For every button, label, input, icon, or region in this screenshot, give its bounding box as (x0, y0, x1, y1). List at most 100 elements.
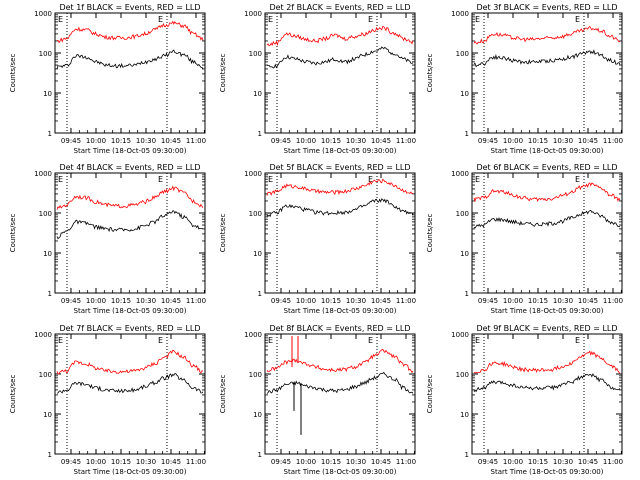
chart-title: Det 7f BLACK = Events, RED = LLD (59, 324, 200, 333)
y-tick-label: 100 (39, 371, 52, 379)
x-tick-label: 10:30 (136, 297, 156, 305)
x-tick-label: 10:00 (503, 137, 523, 145)
series-line-lld (473, 350, 621, 374)
series-line-lld (473, 182, 621, 203)
x-tick-label: 10:15 (528, 297, 548, 305)
event-marker-label: E (475, 15, 480, 24)
plot-frame (471, 12, 623, 134)
x-tick-label: 10:30 (346, 137, 366, 145)
chart-panel-6: Det 6f BLACK = Events, RED = LLD Counts/s… (426, 163, 623, 315)
x-tick-label: 11:00 (396, 458, 416, 466)
x-tick-label: 11:00 (186, 458, 206, 466)
x-tick-label: 09:45 (478, 137, 498, 145)
chart-panel-7: Det 7f BLACK = Events, RED = LLD Counts/s… (9, 324, 206, 476)
x-tick-label: 10:00 (296, 458, 316, 466)
y-tick-label: 1 (48, 451, 52, 459)
y-tick-label: 100 (39, 50, 52, 58)
y-tick-label: 100 (456, 210, 469, 218)
x-tick-label: 09:45 (271, 137, 291, 145)
x-tick-label: 10:15 (321, 137, 341, 145)
series-line-events (266, 371, 414, 394)
x-tick-label: 11:00 (186, 297, 206, 305)
event-marker-label: E (58, 336, 63, 345)
y-axis-label: Counts/sec (426, 214, 434, 253)
chart-title: Det 4f BLACK = Events, RED = LLD (59, 163, 200, 172)
series-line-lld (266, 178, 414, 196)
y-axis-label: Counts/sec (426, 375, 434, 414)
series-line-events (473, 49, 621, 68)
x-tick-label: 11:00 (186, 137, 206, 145)
series-line-events (473, 209, 621, 229)
chart-panel-8: Det 8f BLACK = Events, RED = LLD Counts/s… (219, 324, 416, 476)
y-tick-label: 10 (460, 250, 469, 258)
y-tick-label: 1000 (451, 331, 469, 339)
x-axis-label: Start Time (18-Oct-05 09:30:00) (491, 147, 604, 155)
y-tick-label: 10 (43, 250, 52, 258)
event-marker-label: E (268, 175, 273, 184)
series-line-lld (56, 20, 204, 44)
x-tick-label: 10:15 (111, 137, 131, 145)
event-marker-label: E (268, 15, 273, 24)
x-tick-label: 10:00 (296, 137, 316, 145)
y-axis-label: Counts/sec (9, 375, 17, 414)
event-marker-label: E (268, 336, 273, 345)
x-tick-label: 10:45 (578, 458, 598, 466)
series-line-events (56, 373, 204, 394)
x-tick-label: 10:15 (321, 458, 341, 466)
x-tick-label: 10:45 (371, 297, 391, 305)
series-line-events (56, 49, 204, 70)
x-tick-label: 10:00 (503, 297, 523, 305)
event-marker-label: E (368, 175, 373, 184)
event-marker-label: E (368, 336, 373, 345)
x-tick-label: 10:45 (371, 137, 391, 145)
x-tick-label: 10:15 (528, 458, 548, 466)
x-axis-label: Start Time (18-Oct-05 09:30:00) (74, 147, 187, 155)
event-marker-label: E (58, 15, 63, 24)
series-line-events (266, 46, 414, 69)
x-tick-label: 10:15 (321, 297, 341, 305)
event-marker-label: E (575, 175, 580, 184)
x-tick-label: 10:45 (578, 137, 598, 145)
x-tick-label: 09:45 (478, 458, 498, 466)
series-line-events (473, 373, 621, 393)
y-tick-label: 100 (39, 210, 52, 218)
y-tick-label: 100 (249, 210, 262, 218)
event-marker-label: E (158, 175, 163, 184)
x-tick-label: 10:00 (86, 137, 106, 145)
y-tick-label: 100 (456, 371, 469, 379)
series-line-events (266, 198, 414, 218)
y-tick-label: 1 (465, 451, 469, 459)
x-axis-label: Start Time (18-Oct-05 09:30:00) (284, 147, 397, 155)
chart-panel-9: Det 9f BLACK = Events, RED = LLD Counts/s… (426, 324, 623, 476)
y-tick-label: 1000 (34, 331, 52, 339)
chart-title: Det 2f BLACK = Events, RED = LLD (269, 3, 410, 12)
chart-panel-3: Det 3f BLACK = Events, RED = LLD Counts/s… (426, 3, 623, 155)
x-axis-label: Start Time (18-Oct-05 09:30:00) (74, 307, 187, 315)
chart-title: Det 5f BLACK = Events, RED = LLD (269, 163, 410, 172)
y-tick-label: 1 (465, 290, 469, 298)
y-tick-label: 10 (460, 411, 469, 419)
event-marker-label: E (575, 15, 580, 24)
x-tick-label: 09:45 (478, 297, 498, 305)
chart-title: Det 3f BLACK = Events, RED = LLD (476, 3, 617, 12)
series-line-lld (266, 26, 414, 47)
x-axis-label: Start Time (18-Oct-05 09:30:00) (491, 307, 604, 315)
x-tick-label: 11:00 (603, 297, 623, 305)
y-tick-label: 1 (258, 451, 262, 459)
y-tick-label: 100 (456, 50, 469, 58)
y-tick-label: 10 (253, 411, 262, 419)
y-tick-label: 100 (249, 371, 262, 379)
y-tick-label: 1000 (34, 170, 52, 178)
chart-title: Det 9f BLACK = Events, RED = LLD (476, 324, 617, 333)
y-tick-label: 1 (465, 130, 469, 138)
x-tick-label: 10:00 (296, 297, 316, 305)
event-marker-label: E (158, 336, 163, 345)
y-tick-label: 10 (43, 411, 52, 419)
event-marker-label: E (368, 15, 373, 24)
x-tick-label: 10:15 (528, 137, 548, 145)
x-tick-label: 10:00 (86, 458, 106, 466)
x-tick-label: 10:30 (346, 458, 366, 466)
x-tick-label: 10:00 (503, 458, 523, 466)
series-line-events (56, 210, 203, 240)
